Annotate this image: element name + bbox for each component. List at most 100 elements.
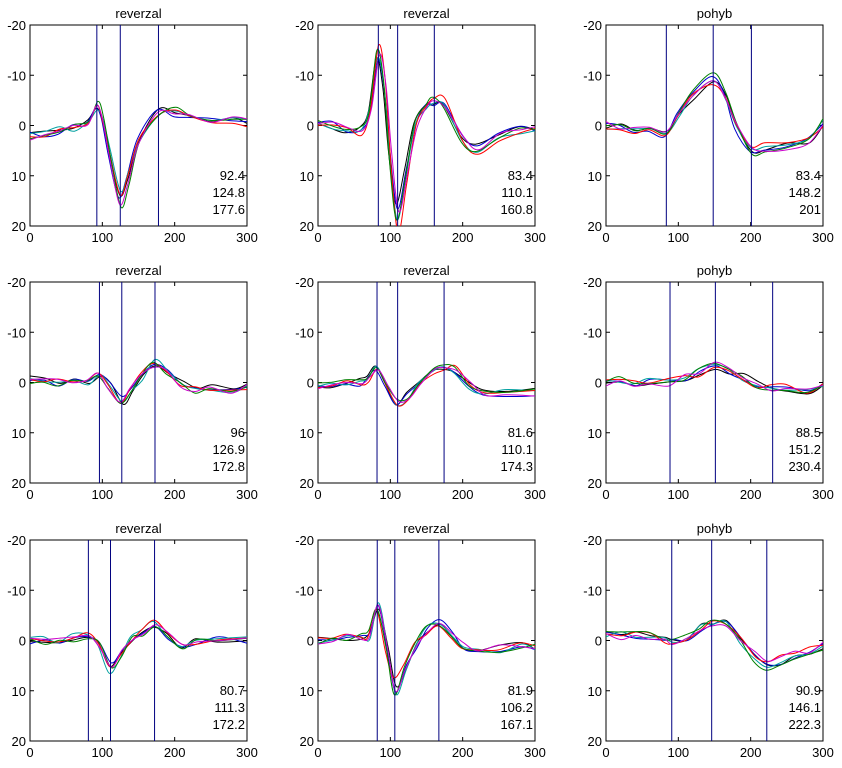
x-tick-label: 0 (602, 487, 609, 502)
latency-label: 81.9 (508, 683, 533, 698)
subplot-1: reverzal 0 100 200 300 -20 -10 0 10 20 92.4 124.8 17… (7, 6, 258, 245)
y-tick-label: 10 (12, 684, 26, 699)
series-line (318, 43, 535, 226)
series-line (30, 366, 247, 403)
latency-label: 81.6 (508, 425, 533, 440)
y-tick-label: 10 (300, 169, 314, 184)
latency-label: 177.6 (212, 202, 245, 217)
subplot-title: reverzal (403, 521, 449, 536)
latency-label: 110.1 (501, 442, 533, 457)
y-tick-label: 0 (19, 119, 26, 134)
y-tick-label: -10 (583, 68, 602, 83)
y-tick-label: 10 (12, 169, 26, 184)
x-tick-label: 200 (164, 745, 186, 760)
latency-label: 148.2 (788, 185, 821, 200)
latency-label: 172.2 (212, 717, 245, 732)
x-tick-label: 0 (602, 745, 609, 760)
y-tick-label: 0 (595, 634, 602, 649)
subplot-5: reverzal 0 100 200 300 -20 -10 0 10 20 81.6 110.1 17… (295, 263, 546, 502)
series-line (30, 104, 247, 206)
series-line (30, 624, 247, 668)
y-tick-label: 0 (595, 119, 602, 134)
series-line (606, 362, 823, 394)
subplot-4: reverzal 0 100 200 300 -20 -10 0 10 20 96 126.9 172.… (7, 263, 258, 502)
x-tick-label: 0 (26, 230, 33, 245)
series-line (606, 619, 823, 671)
y-tick-label: 0 (307, 376, 314, 391)
subplot-7: reverzal 0 100 200 300 -20 -10 0 10 20 80.7 111.3 17… (7, 521, 258, 760)
x-tick-label: 0 (314, 230, 321, 245)
x-tick-label: 100 (379, 487, 401, 502)
traces (318, 602, 535, 696)
x-tick-label: 0 (314, 745, 321, 760)
traces (606, 361, 823, 395)
x-tick-label: 200 (740, 745, 762, 760)
traces (30, 619, 247, 674)
x-tick-label: 0 (602, 230, 609, 245)
latency-label: 80.7 (220, 683, 245, 698)
series-line (606, 361, 823, 392)
y-tick-label: -10 (7, 68, 26, 83)
latency-label: 83.4 (796, 168, 821, 183)
y-tick-label: -10 (295, 325, 314, 340)
y-tick-label: 20 (300, 476, 314, 491)
latency-label: 92.4 (220, 168, 245, 183)
subplot-title: pohyb (697, 6, 732, 21)
y-tick-label: 20 (300, 219, 314, 234)
subplot-title: pohyb (697, 521, 732, 536)
x-tick-label: 0 (26, 487, 33, 502)
x-tick-label: 300 (236, 487, 258, 502)
x-tick-label: 300 (812, 230, 834, 245)
subplot-title: reverzal (403, 6, 449, 21)
x-tick-label: 300 (524, 230, 546, 245)
x-tick-label: 300 (236, 745, 258, 760)
y-tick-label: 10 (588, 426, 602, 441)
y-tick-label: -10 (7, 325, 26, 340)
x-tick-label: 100 (667, 487, 689, 502)
y-tick-label: -20 (295, 275, 314, 290)
y-tick-label: -20 (7, 18, 26, 33)
y-tick-label: -10 (583, 325, 602, 340)
subplot-title: reverzal (115, 263, 161, 278)
series-line (606, 365, 823, 392)
y-tick-label: 0 (19, 634, 26, 649)
y-tick-label: -20 (583, 18, 602, 33)
y-tick-label: -10 (295, 68, 314, 83)
x-tick-label: 100 (379, 745, 401, 760)
x-tick-label: 100 (91, 230, 113, 245)
x-tick-label: 200 (452, 487, 474, 502)
latency-label: 222.3 (788, 717, 821, 732)
y-tick-label: 0 (595, 376, 602, 391)
traces (318, 364, 535, 407)
y-tick-label: 10 (300, 684, 314, 699)
y-tick-label: 20 (300, 734, 314, 749)
y-tick-label: 20 (588, 734, 602, 749)
subplot-8: reverzal 0 100 200 300 -20 -10 0 10 20 81.9 106.2 16… (295, 521, 546, 760)
latency-label: 146.1 (788, 700, 821, 715)
latency-label: 96 (231, 425, 245, 440)
y-tick-label: 20 (12, 734, 26, 749)
y-tick-label: -20 (7, 533, 26, 548)
y-tick-label: 10 (588, 684, 602, 699)
x-tick-label: 200 (452, 230, 474, 245)
x-tick-label: 300 (524, 487, 546, 502)
series-line (606, 366, 823, 394)
latency-label: 124.8 (212, 185, 245, 200)
subplot-9: pohyb 0 100 200 300 -20 -10 0 10 20 90.9 146.1 222.3 (583, 521, 834, 760)
y-tick-label: 20 (588, 219, 602, 234)
x-tick-label: 100 (667, 230, 689, 245)
y-tick-label: 10 (588, 169, 602, 184)
plot-frame (605, 24, 824, 227)
series-line (30, 620, 247, 674)
traces (318, 43, 535, 226)
series-line (318, 366, 535, 403)
latency-label: 174.3 (500, 459, 533, 474)
y-tick-label: 0 (307, 634, 314, 649)
series-line (318, 604, 535, 692)
y-tick-label: -20 (583, 533, 602, 548)
latency-label: 90.9 (796, 683, 821, 698)
latency-label: 106.2 (500, 700, 533, 715)
latency-label: 201 (799, 202, 821, 217)
plot-frame (29, 24, 248, 227)
series-line (318, 364, 535, 402)
